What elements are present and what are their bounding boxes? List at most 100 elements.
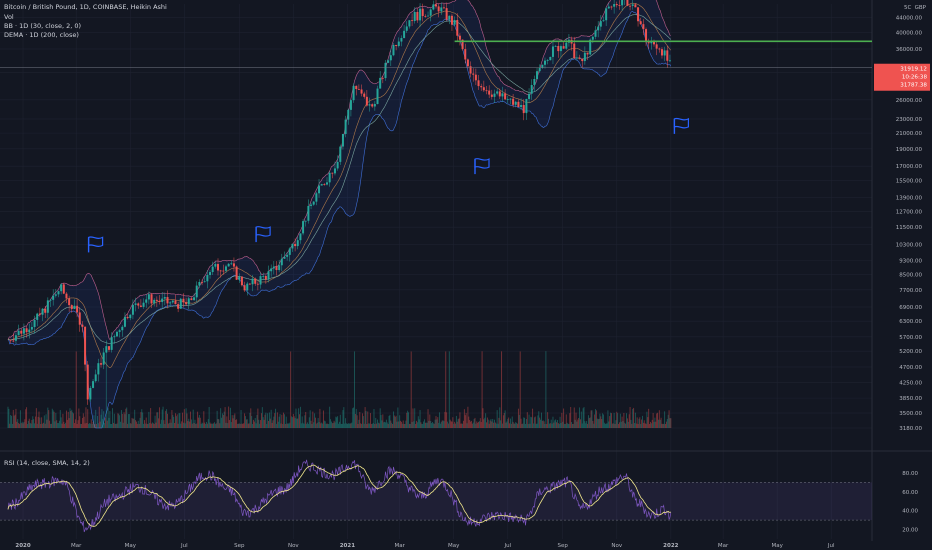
volume-bar: [439, 423, 441, 428]
volume-bar: [139, 417, 141, 428]
candle-body: [522, 105, 525, 114]
y-tick-label: 11500.00: [896, 225, 923, 231]
volume-bar: [502, 415, 504, 428]
volume-bar: [212, 423, 214, 428]
volume-bar: [538, 411, 540, 428]
volume-bar: [34, 416, 36, 428]
volume-bar: [276, 423, 277, 428]
volume-bar: [503, 412, 505, 428]
vol-legend[interactable]: Vol: [4, 13, 14, 21]
candle-body: [613, 4, 616, 7]
volume-bar: [250, 408, 252, 428]
volume-bar: [273, 416, 275, 428]
candle-body: [411, 20, 414, 22]
x-tick-label: Mar: [71, 543, 82, 549]
volume-bar: [531, 417, 533, 428]
volume-bar: [345, 418, 347, 428]
candle-body: [474, 74, 477, 81]
y-tick-label: 3180.00: [899, 426, 922, 432]
volume-bar: [440, 421, 442, 428]
volume-bar: [320, 423, 322, 428]
volume-bar: [182, 422, 184, 428]
volume-bar: [130, 423, 132, 428]
volume-bar: [262, 417, 264, 428]
volume-bar: [398, 421, 400, 428]
volume-bar: [494, 419, 495, 428]
volume-bar: [79, 416, 81, 428]
volume-bar: [447, 423, 449, 428]
volume-bar: [309, 410, 311, 428]
volume-bar: [50, 423, 51, 428]
flag-icon: [673, 117, 690, 134]
volume-bar: [325, 423, 327, 428]
volume-bar: [227, 423, 229, 428]
volume-bar: [159, 407, 160, 428]
candle-body: [427, 15, 430, 17]
candle-body: [38, 313, 41, 315]
x-tick-label: Nov: [611, 543, 622, 549]
volume-bar: [478, 421, 479, 428]
candle-body: [645, 29, 648, 43]
volume-bar: [642, 422, 644, 428]
candle-body: [139, 305, 142, 307]
volume-bar: [284, 423, 286, 428]
candle-body: [209, 272, 212, 276]
candle-body: [105, 346, 108, 353]
candle-body: [615, 4, 618, 6]
volume-bar: [64, 423, 66, 428]
symbol-legend[interactable]: Bitcoin / British Pound, 1D, COINBASE, H…: [4, 3, 167, 11]
volume-bar: [261, 407, 263, 428]
candle-body: [320, 184, 323, 186]
candle-body: [381, 77, 384, 79]
volume-bar: [30, 423, 32, 428]
bb-legend[interactable]: BB · 1D (30, close, 2, 0): [4, 22, 82, 30]
currency-label: GBP: [915, 5, 927, 11]
volume-bar: [190, 419, 192, 428]
volume-bar: [657, 412, 658, 428]
volume-bar: [241, 423, 243, 428]
volume-bar: [469, 420, 471, 428]
dema-legend[interactable]: DEMA · 1D (200, close): [4, 31, 79, 39]
candle-body: [485, 90, 488, 92]
volume-bar: [198, 417, 199, 428]
volume-bar: [333, 420, 335, 428]
volume-bar: [354, 413, 356, 428]
volume-bar: [529, 423, 531, 428]
volume-bar: [595, 410, 597, 428]
volume-bar: [424, 419, 425, 428]
volume-bar: [96, 423, 98, 428]
volume-bar: [447, 421, 448, 428]
volume-bar: [346, 423, 347, 428]
volume-bar: [383, 422, 385, 428]
volume-bar: [382, 414, 384, 428]
volume-bar: [442, 420, 444, 428]
candle-body: [310, 204, 313, 206]
rsi-legend[interactable]: RSI (14, close, SMA, 14, 2): [4, 459, 90, 467]
volume-bar: [164, 423, 166, 428]
volume-bar: [329, 406, 331, 428]
volume-bar: [578, 417, 580, 428]
candle-body: [238, 276, 241, 280]
volume-bar: [55, 412, 57, 428]
volume-bar: [173, 416, 175, 428]
candle-body: [597, 26, 600, 31]
volume-bar: [475, 423, 477, 428]
candle-body: [134, 303, 137, 305]
volume-bar: [627, 421, 629, 428]
volume-bar: [365, 410, 367, 428]
volume-bar: [264, 414, 266, 428]
volume-bar: [448, 351, 450, 428]
candle-body: [392, 44, 395, 56]
volume-bar: [48, 410, 50, 428]
y-tick-label: 23000.00: [896, 117, 923, 123]
candle-body: [389, 55, 392, 61]
volume-bar: [492, 418, 494, 428]
volume-bar: [338, 423, 339, 428]
candle-body: [14, 335, 17, 341]
candle-body: [400, 38, 403, 42]
volume-bar: [243, 423, 245, 428]
volume-bar: [279, 414, 281, 428]
volume-bar: [650, 421, 651, 428]
volume-bar: [17, 419, 19, 428]
